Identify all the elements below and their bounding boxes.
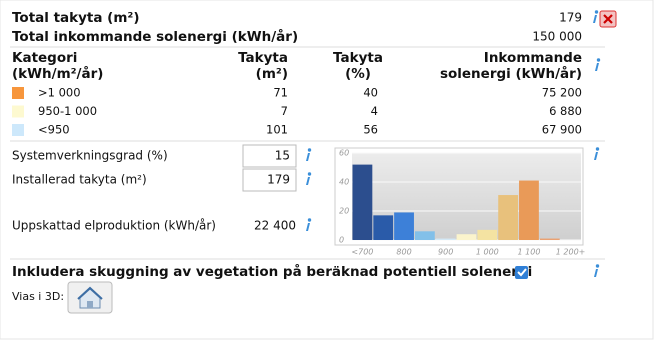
vegetation-label: Inkludera skuggning av vegetation på ber…: [12, 263, 532, 280]
info-stem: [594, 152, 598, 160]
table-cell: >1 000: [38, 86, 81, 100]
info-stem: [306, 177, 310, 185]
input-label: Systemverkningsgrad (%): [12, 149, 168, 163]
input-value: 179: [267, 173, 290, 187]
summary-value: 150 000: [532, 30, 582, 44]
column-header: (m²): [256, 66, 288, 82]
table-cell: 6 880: [549, 104, 582, 118]
info-dot: [307, 148, 312, 152]
bar: [498, 195, 519, 240]
bar: [539, 238, 560, 240]
category-swatch: [12, 87, 24, 99]
table-cell: 56: [363, 123, 378, 137]
info-icon[interactable]: [306, 218, 312, 231]
info-stem: [306, 153, 310, 161]
x-tick-label: 900: [438, 248, 453, 257]
output-value: 22 400: [254, 219, 296, 233]
input-label: Installerad takyta (m²): [12, 173, 147, 187]
summary-value: 179: [559, 11, 582, 25]
column-header: (kWh/m²/år): [12, 65, 103, 82]
table-cell: 101: [266, 123, 288, 137]
y-tick-label: 0: [339, 236, 344, 245]
x-tick-label: 1 100: [518, 248, 541, 257]
input-value: 15: [275, 149, 290, 163]
table-cell: 950-1 000: [38, 104, 97, 118]
column-header: solenergi (kWh/år): [440, 65, 582, 82]
info-dot: [596, 58, 601, 62]
summary-label: Total inkommande solenergi (kWh/år): [12, 28, 298, 45]
bar: [414, 231, 435, 240]
category-swatch: [12, 124, 24, 136]
bar: [477, 229, 498, 240]
table-cell: 4: [371, 104, 378, 118]
column-header: (%): [345, 66, 371, 82]
bar: [373, 215, 394, 240]
info-icon[interactable]: [594, 147, 600, 160]
column-header: Takyta: [238, 50, 288, 66]
input-box[interactable]: [242, 168, 297, 192]
summary-label: Total takyta (m²): [12, 10, 140, 26]
info-stem: [595, 63, 599, 71]
y-tick-label: 60: [339, 149, 349, 158]
table-cell: 75 200: [542, 86, 582, 100]
info-dot: [307, 172, 312, 176]
x-tick-label: 1 200+: [556, 248, 586, 257]
checkbox-tick: [517, 268, 527, 277]
bar: [435, 238, 456, 240]
info-icon[interactable]: [306, 148, 312, 161]
table-cell: 71: [273, 86, 288, 100]
table-cell: 7: [281, 104, 288, 118]
checkbox[interactable]: [515, 266, 528, 279]
info-icon[interactable]: [594, 264, 600, 277]
table-cell: <950: [38, 123, 70, 137]
info-icon[interactable]: [306, 172, 312, 185]
info-dot: [595, 147, 600, 151]
info-stem: [593, 15, 597, 23]
category-swatch: [12, 105, 24, 118]
info-stem: [594, 269, 598, 277]
view3d-label: Vias i 3D:: [12, 290, 64, 303]
x-tick-label: 1 000: [476, 248, 499, 257]
table-cell: 67 900: [542, 123, 582, 137]
column-header: Kategori: [12, 50, 77, 66]
x-tick-label: <700: [351, 248, 373, 257]
checkbox-box: [515, 266, 528, 279]
input-box[interactable]: [242, 144, 297, 168]
column-header: Inkommande: [484, 50, 582, 66]
bar: [519, 180, 539, 240]
close-button[interactable]: [599, 10, 617, 28]
info-dot: [307, 218, 312, 222]
info-stem: [306, 223, 310, 231]
bar: [456, 234, 477, 240]
y-tick-label: 20: [339, 207, 349, 216]
y-tick-label: 40: [339, 178, 349, 187]
info-dot: [595, 264, 600, 268]
bar: [352, 164, 373, 240]
info-dot: [594, 10, 599, 14]
info-icon[interactable]: [593, 10, 599, 23]
x-tick-label: 800: [396, 248, 411, 257]
view3d-button[interactable]: [67, 281, 113, 314]
info-icon[interactable]: [595, 58, 601, 71]
bar: [394, 212, 414, 240]
output-label: Uppskattad elproduktion (kWh/år): [12, 219, 216, 233]
column-header: Takyta: [333, 50, 383, 66]
table-cell: 40: [363, 86, 378, 100]
